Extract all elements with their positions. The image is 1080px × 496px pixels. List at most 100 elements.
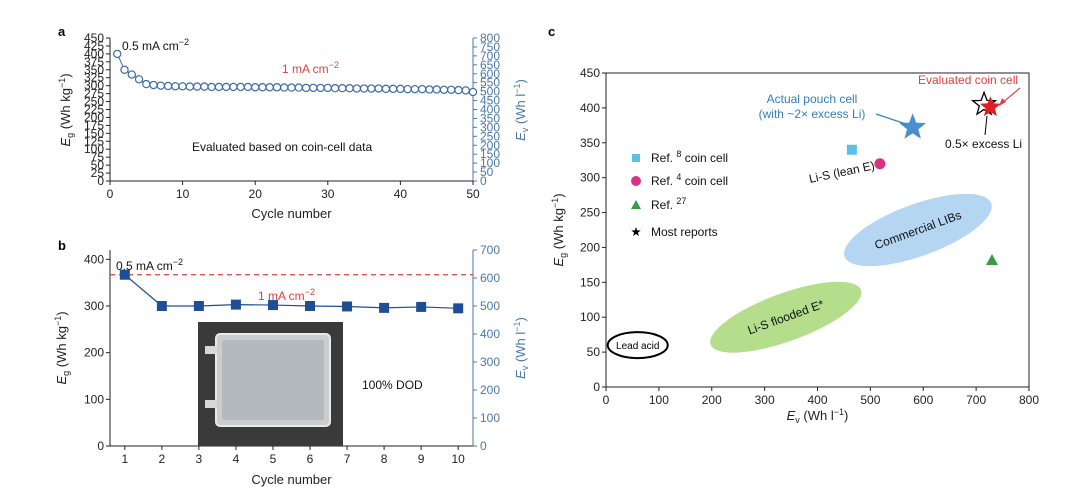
y-tick-right-label-a: 150 [480, 147, 500, 161]
legend-label-ref27-ref: Ref. [651, 198, 676, 212]
data-point-a [359, 84, 369, 93]
data-point-b [193, 301, 204, 311]
y-tick-label-a: 300 [84, 79, 104, 93]
data-point-a [178, 82, 187, 91]
y-axis-label-a-unit: (Wh kg [58, 88, 73, 133]
y-tick-right-label-a: 600 [480, 67, 500, 81]
x-tick-label-b: 5 [270, 452, 277, 466]
y-tick-label-c: 250 [580, 206, 600, 220]
y-tick-right-label-b: 600 [480, 271, 500, 285]
li-s-lean-label: Li-S (lean E) [808, 158, 876, 186]
y-tick-label-c: 200 [580, 240, 600, 254]
rate-label-b-05-base: 0.5 mA cm [116, 259, 173, 273]
pouch-cell-inner [222, 340, 324, 420]
data-point-a [309, 83, 318, 93]
data-point-a [221, 82, 231, 92]
rate-label-a-05-exp: −2 [179, 37, 189, 47]
y-axis-label-a-close: ) [58, 73, 73, 77]
y-tick-label-a: 400 [84, 47, 104, 61]
tab-top [205, 346, 217, 354]
legend-label-ref4-ref: Ref. [651, 174, 676, 188]
y-tick-label-c: 300 [580, 171, 600, 185]
y-tick-label-a: 25 [91, 166, 105, 180]
x-tick-label-c: 100 [649, 393, 669, 407]
data-point-a [113, 49, 122, 59]
x-tick-label-a: 0 [107, 187, 114, 201]
y-tick-label-c: 0 [593, 380, 600, 394]
x-tick-label-a: 40 [394, 187, 408, 201]
data-point-b [119, 269, 130, 280]
x-tick-label-b: 4 [233, 452, 240, 466]
y-tick-right-label-a: 800 [480, 31, 500, 45]
point-excess-li [970, 90, 998, 116]
y-tick-label-a: 0 [97, 174, 104, 188]
x-axis-label-b: Cycle number [251, 472, 332, 487]
panel-a: a025507510012515017520022525027530032535… [57, 24, 530, 221]
y-tick-right-label-a: 550 [480, 76, 500, 90]
rate-label-b-05-exp: −2 [173, 257, 183, 267]
excess-li-arrow [984, 115, 988, 136]
y-axis-right-label-b-sub: v [520, 365, 530, 370]
excess-li-label: 0.5× excess Li [945, 137, 1022, 151]
x-tick-label-a: 20 [249, 187, 263, 201]
x-tick-label-b: 10 [452, 452, 466, 466]
y-tick-label-a: 200 [84, 110, 104, 124]
data-point-a [338, 84, 347, 93]
y-tick-label-a: 375 [84, 55, 104, 69]
y-axis-right-label-b: Ev (Wh l−1) [512, 317, 530, 379]
evaluated-coin-arrowhead [999, 98, 1006, 106]
data-point-a [265, 83, 274, 92]
panel-b: b 0 100 200 300 400 0 100 200 300 400 500 600 700 1 2 3 4… [53, 238, 530, 487]
y-tick-label-b: 0 [97, 439, 104, 453]
lead-acid-ellipse [606, 331, 669, 360]
y-axis-right-label-a-sub: v [520, 127, 530, 132]
y-tick-label-a: 325 [84, 71, 104, 85]
y-tick-label-b: 200 [84, 346, 104, 360]
data-point-a [229, 82, 238, 92]
data-point-a [294, 83, 303, 92]
point-pouch-cell [899, 113, 926, 139]
y-axis-right-label-a-unit: (Wh l [513, 94, 528, 128]
x-axis-label-c-close: ) [844, 408, 848, 423]
y-axis-label-c-sub: g [558, 253, 568, 258]
x-axis-label-c-sub: v [795, 415, 800, 425]
data-point-a [403, 84, 412, 94]
y-tick-label-b: 400 [84, 252, 104, 266]
x-tick-label-c: 500 [860, 393, 880, 407]
y-tick-right-label-a: 200 [480, 138, 500, 152]
rate-label-a-1: 1 mA cm−2 [282, 60, 339, 76]
y-tick-label-c: 450 [580, 66, 600, 80]
y-tick-right-label-a: 300 [480, 120, 500, 134]
data-point-a [272, 83, 282, 92]
panel-letter-c: c [548, 24, 555, 39]
pouch-cell-label-2: (with ~2× excess Li) [759, 107, 866, 121]
legend-label-ref4: Ref. 4 coin cell [651, 172, 728, 188]
legend-label-ref8-ref: Ref. [651, 151, 676, 165]
data-point-a [417, 84, 427, 94]
data-point-a [468, 87, 478, 97]
point-ref27 [985, 254, 998, 266]
data-point-a [149, 80, 158, 90]
y-tick-right-label-b: 0 [480, 439, 487, 453]
x-tick-label-b: 2 [159, 452, 166, 466]
legend-label-ref4-text: coin cell [681, 174, 728, 188]
y-tick-right-label-a: 450 [480, 94, 500, 108]
data-point-a [280, 83, 289, 92]
data-point-a [439, 85, 449, 94]
rate-label-a-05-base: 0.5 mA cm [122, 39, 179, 53]
evaluated-coin-label: Evaluated coin cell [918, 73, 1018, 87]
data-point-b [156, 301, 167, 311]
data-point-a [214, 82, 224, 92]
rate-label-b-05: 0.5 mA cm−2 [116, 257, 183, 273]
x-tick-label-b: 1 [121, 452, 128, 466]
data-point-a [454, 85, 463, 95]
data-point-a [200, 82, 209, 91]
legend-marker-most [631, 227, 641, 237]
data-point-a [163, 81, 173, 91]
pouch-cell-arrow [875, 113, 907, 125]
legend-label-ref4-sup: 4 [676, 172, 681, 182]
series-line-b [124, 274, 459, 309]
y-tick-right-label-b: 100 [480, 411, 500, 425]
rate-label-b-1-exp: −2 [305, 287, 315, 297]
